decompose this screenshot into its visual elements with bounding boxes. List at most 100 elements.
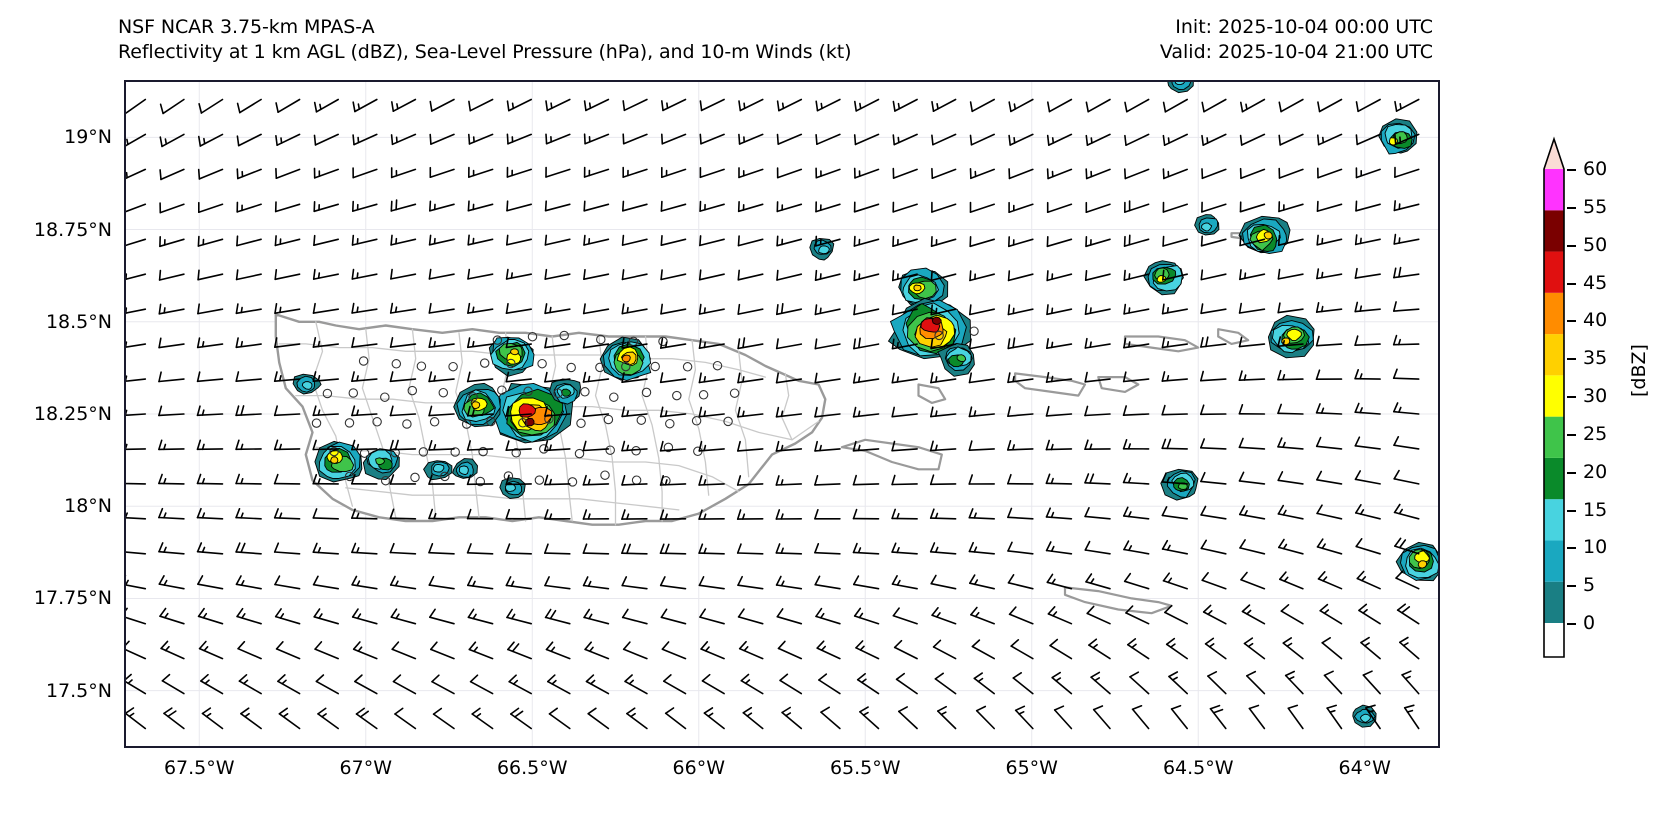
- colorbar-segments: [1544, 139, 1564, 657]
- wind-barb: [467, 302, 494, 314]
- wind-barb: [1393, 266, 1420, 279]
- wind-barb: [1278, 538, 1304, 555]
- wind-barb: [389, 371, 417, 383]
- wind-barb: [736, 475, 764, 486]
- wind-barb: [1323, 670, 1343, 695]
- wind-barb: [158, 337, 185, 349]
- wind-barb: [1045, 371, 1073, 383]
- wind-barb: [543, 509, 571, 520]
- wind-barb: [126, 707, 147, 730]
- wind-barb: [1394, 98, 1420, 112]
- wind-barb: [1123, 200, 1150, 213]
- wind-barb: [1282, 637, 1304, 660]
- lat-tick-3: 18.25°N: [33, 403, 112, 425]
- wind-barb: [274, 269, 301, 281]
- wind-barb: [313, 167, 339, 179]
- wind-barb: [621, 372, 648, 384]
- wind-barb: [815, 167, 841, 179]
- wind-barb: [196, 371, 224, 383]
- slp-contour-marker: [518, 418, 528, 428]
- wind-barb: [891, 440, 918, 452]
- wind-barb: [1354, 301, 1381, 313]
- wind-barb: [1207, 670, 1227, 695]
- wind-barb: [659, 474, 687, 486]
- wind-barb-layer: [126, 98, 1420, 730]
- map-plot-area[interactable]: [124, 80, 1440, 748]
- wind-barb: [235, 575, 262, 590]
- wind-barb: [698, 475, 725, 486]
- wind-barb: [126, 482, 147, 485]
- wind-barb: [582, 406, 610, 418]
- slp-contour-marker: [650, 361, 660, 372]
- wind-barb: [582, 440, 610, 452]
- wind-barb: [390, 268, 417, 280]
- wind-barb: [1280, 603, 1304, 625]
- lat-tick-1: 18.75°N: [33, 218, 112, 241]
- wind-barb: [698, 303, 725, 315]
- slp-contour-marker: [641, 387, 652, 398]
- wind-barb: [238, 673, 262, 695]
- wind-barb: [659, 543, 687, 555]
- wind-barb: [351, 268, 378, 280]
- reflectivity-cell: [1352, 704, 1377, 728]
- wind-barb: [582, 371, 610, 383]
- wind-barb: [1084, 270, 1111, 281]
- wind-barb: [737, 372, 764, 384]
- lon-tick-0: 67.5°W: [163, 757, 235, 779]
- wind-barb: [428, 608, 455, 625]
- wind-barb: [389, 302, 417, 314]
- wind-barb: [929, 406, 957, 418]
- wind-barb: [317, 707, 339, 730]
- wind-barb: [1239, 201, 1266, 213]
- wind-barb: [971, 639, 996, 660]
- wind-barb: [392, 674, 417, 695]
- slp-contour-marker: [665, 418, 675, 429]
- wind-barb: [1161, 404, 1188, 416]
- lon-tick-5: 65°W: [1005, 757, 1058, 779]
- wind-barb: [1085, 98, 1111, 113]
- wind-barb: [1354, 402, 1381, 415]
- slp-contour-marker: [429, 417, 440, 427]
- wind-barb: [775, 440, 803, 452]
- wind-barb: [698, 269, 725, 281]
- wind-barb: [200, 673, 224, 695]
- wind-barb: [775, 303, 803, 316]
- wind-barb: [237, 640, 262, 660]
- slp-contour-marker: [358, 356, 369, 366]
- wind-barb: [930, 236, 957, 247]
- wind-barb: [467, 133, 494, 145]
- wind-barb: [428, 542, 455, 555]
- wind-barb: [1316, 234, 1343, 246]
- wind-barb: [429, 641, 455, 660]
- wind-barb: [1317, 133, 1343, 146]
- colorbar-band: [1544, 169, 1564, 211]
- wind-barb: [158, 303, 185, 315]
- wind-barb: [1084, 506, 1111, 520]
- colorbar[interactable]: [1541, 133, 1567, 661]
- wind-barb: [1129, 671, 1150, 695]
- wind-barb: [1315, 403, 1343, 415]
- wind-barb: [505, 474, 533, 486]
- wind-barb: [158, 439, 185, 451]
- wind-barb: [1084, 371, 1111, 383]
- wind-barb: [699, 608, 725, 625]
- reflectivity-cell: [1194, 214, 1220, 236]
- wind-barb: [467, 234, 494, 246]
- slp-contour-marker: [580, 387, 590, 397]
- wind-barb: [351, 337, 378, 348]
- reflectivity-layer: [292, 82, 1438, 728]
- wind-barb: [740, 673, 764, 695]
- wind-barb: [428, 234, 455, 246]
- wind-barb: [1355, 167, 1381, 179]
- wind-barb: [775, 575, 803, 590]
- colorbar-extend-arrow: [1544, 139, 1564, 169]
- wind-barb: [235, 439, 262, 451]
- wind-barb: [1123, 337, 1150, 349]
- colorbar-tick-mark-5: [1567, 433, 1576, 436]
- wind-barb: [1046, 236, 1073, 248]
- slp-contour-marker: [539, 444, 549, 454]
- wind-barb: [1287, 704, 1304, 730]
- wind-barb: [621, 543, 648, 555]
- wind-barb: [313, 133, 339, 146]
- wind-barb: [736, 543, 764, 555]
